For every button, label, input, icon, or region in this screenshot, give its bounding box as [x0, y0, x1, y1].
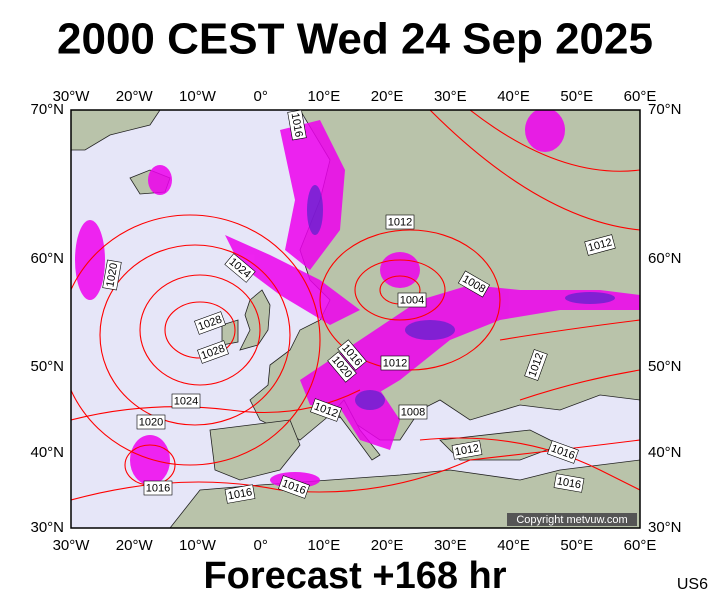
isobar-label-text: 1008 — [401, 406, 425, 418]
map-area: Copyright metvuw.com — [71, 110, 640, 528]
lon-label: 30°E — [434, 88, 467, 105]
isobar-label-box — [278, 475, 310, 499]
isobar-label-text: 1012 — [388, 216, 412, 228]
isobar-label-box — [327, 351, 357, 383]
copyright-box — [507, 513, 637, 526]
isobar-label-box — [553, 473, 585, 493]
lat-label: 60°N — [648, 250, 682, 267]
lon-label: 60°E — [624, 88, 657, 105]
isobar-label-box — [380, 355, 410, 371]
heavy-precipitation — [307, 185, 615, 410]
isobar-label-text: 1012 — [454, 442, 480, 458]
copyright: Copyright metvuw.com — [516, 514, 627, 526]
lon-label: 0° — [253, 88, 267, 105]
lon-label: 30°E — [434, 537, 467, 554]
isobar-label: 1012 — [380, 355, 410, 371]
isobar-label-text: 1016 — [227, 486, 253, 502]
lon-label: 60°E — [624, 537, 657, 554]
lon-label: 10°E — [308, 537, 341, 554]
isobar-label: 1004 — [397, 292, 427, 308]
isobar-label: 1020 — [102, 259, 122, 291]
lon-label: 30°W — [53, 537, 91, 554]
isobar-label-box — [136, 414, 166, 430]
isobar-label-box — [397, 292, 427, 308]
isobar-label-box — [194, 311, 226, 335]
isobar-label-box — [171, 393, 201, 409]
isobar-label-box — [457, 270, 491, 298]
model: US6 — [677, 576, 708, 593]
lon-label: 10°W — [179, 537, 217, 554]
lat-label: 30°N — [648, 519, 682, 536]
isobar-label: 1012 — [385, 214, 415, 230]
lon-label: 40°E — [497, 537, 530, 554]
labels: 30°W 30°W 20°W 20°W 10°W 10°W 0° 0° 10°E 10°E 20°E… — [30, 88, 681, 554]
isobar-label-box — [224, 253, 256, 283]
isobar-label-box — [337, 339, 367, 371]
isobar-label-box — [547, 440, 579, 464]
isobar-label: 1020 — [136, 414, 166, 430]
isobar-label-text: 1024 — [174, 395, 198, 407]
isobar-label-box — [398, 404, 428, 420]
isobar-label: 1008 — [398, 404, 428, 420]
isobar-label-box — [524, 349, 548, 381]
isobar-label-text: 1016 — [289, 112, 305, 138]
isobar-label-text: 1020 — [104, 262, 120, 288]
lat-label: 50°N — [648, 358, 682, 375]
title: 2000 CEST Wed 24 Sep 2025 — [57, 15, 653, 64]
lon-label: 20°E — [371, 537, 404, 554]
isobar-label-box — [102, 259, 122, 291]
lat-label: 50°N — [30, 358, 64, 375]
isobar-label-box — [197, 340, 229, 364]
isobar-label-box — [385, 214, 415, 230]
isobar-label: 1016 — [553, 473, 585, 493]
lon-label: 0° — [253, 537, 267, 554]
isobar-label: 1012 — [451, 440, 483, 460]
isobar-label-box — [224, 484, 256, 504]
lon-label: 20°E — [371, 88, 404, 105]
isobar-label-box — [310, 398, 342, 422]
lon-label: 50°E — [560, 88, 593, 105]
isobar-label-box — [451, 440, 483, 460]
forecast: Forecast +168 hr — [203, 555, 506, 597]
isobar-label-text: 1004 — [400, 294, 424, 306]
lat-label: 30°N — [30, 519, 64, 536]
lat-label: 40°N — [30, 444, 64, 461]
isobar-label: 1016 — [224, 484, 256, 504]
lon-label: 20°W — [116, 537, 154, 554]
lat-label: 40°N — [648, 444, 682, 461]
isobar-label: 1028 — [194, 311, 226, 335]
lat-label: 70°N — [648, 101, 682, 118]
lon-label: 20°W — [116, 88, 154, 105]
isobar-label: 1016 — [287, 109, 307, 141]
isobar-label-text: 1016 — [556, 475, 582, 491]
lat-label: 70°N — [30, 101, 64, 118]
isobar-label: 1012 — [584, 234, 616, 256]
lon-label: 30°W — [53, 88, 91, 105]
isobar-label: 1024 — [171, 393, 201, 409]
lon-label: 40°E — [497, 88, 530, 105]
isobar-label-text: 1020 — [139, 416, 163, 428]
isobar-label-box — [287, 109, 307, 141]
map-frame — [70, 109, 641, 529]
isobar-label: 1016 — [143, 480, 173, 496]
lon-label: 10°E — [308, 88, 341, 105]
lon-label: 50°E — [560, 537, 593, 554]
isobar-label-box — [143, 480, 173, 496]
lat-label: 60°N — [30, 250, 64, 267]
lon-label: 10°W — [179, 88, 217, 105]
isobar-label-text: 1016 — [146, 482, 170, 494]
isobar-label-text: 1012 — [383, 357, 407, 369]
isobar-label-box — [584, 234, 616, 256]
